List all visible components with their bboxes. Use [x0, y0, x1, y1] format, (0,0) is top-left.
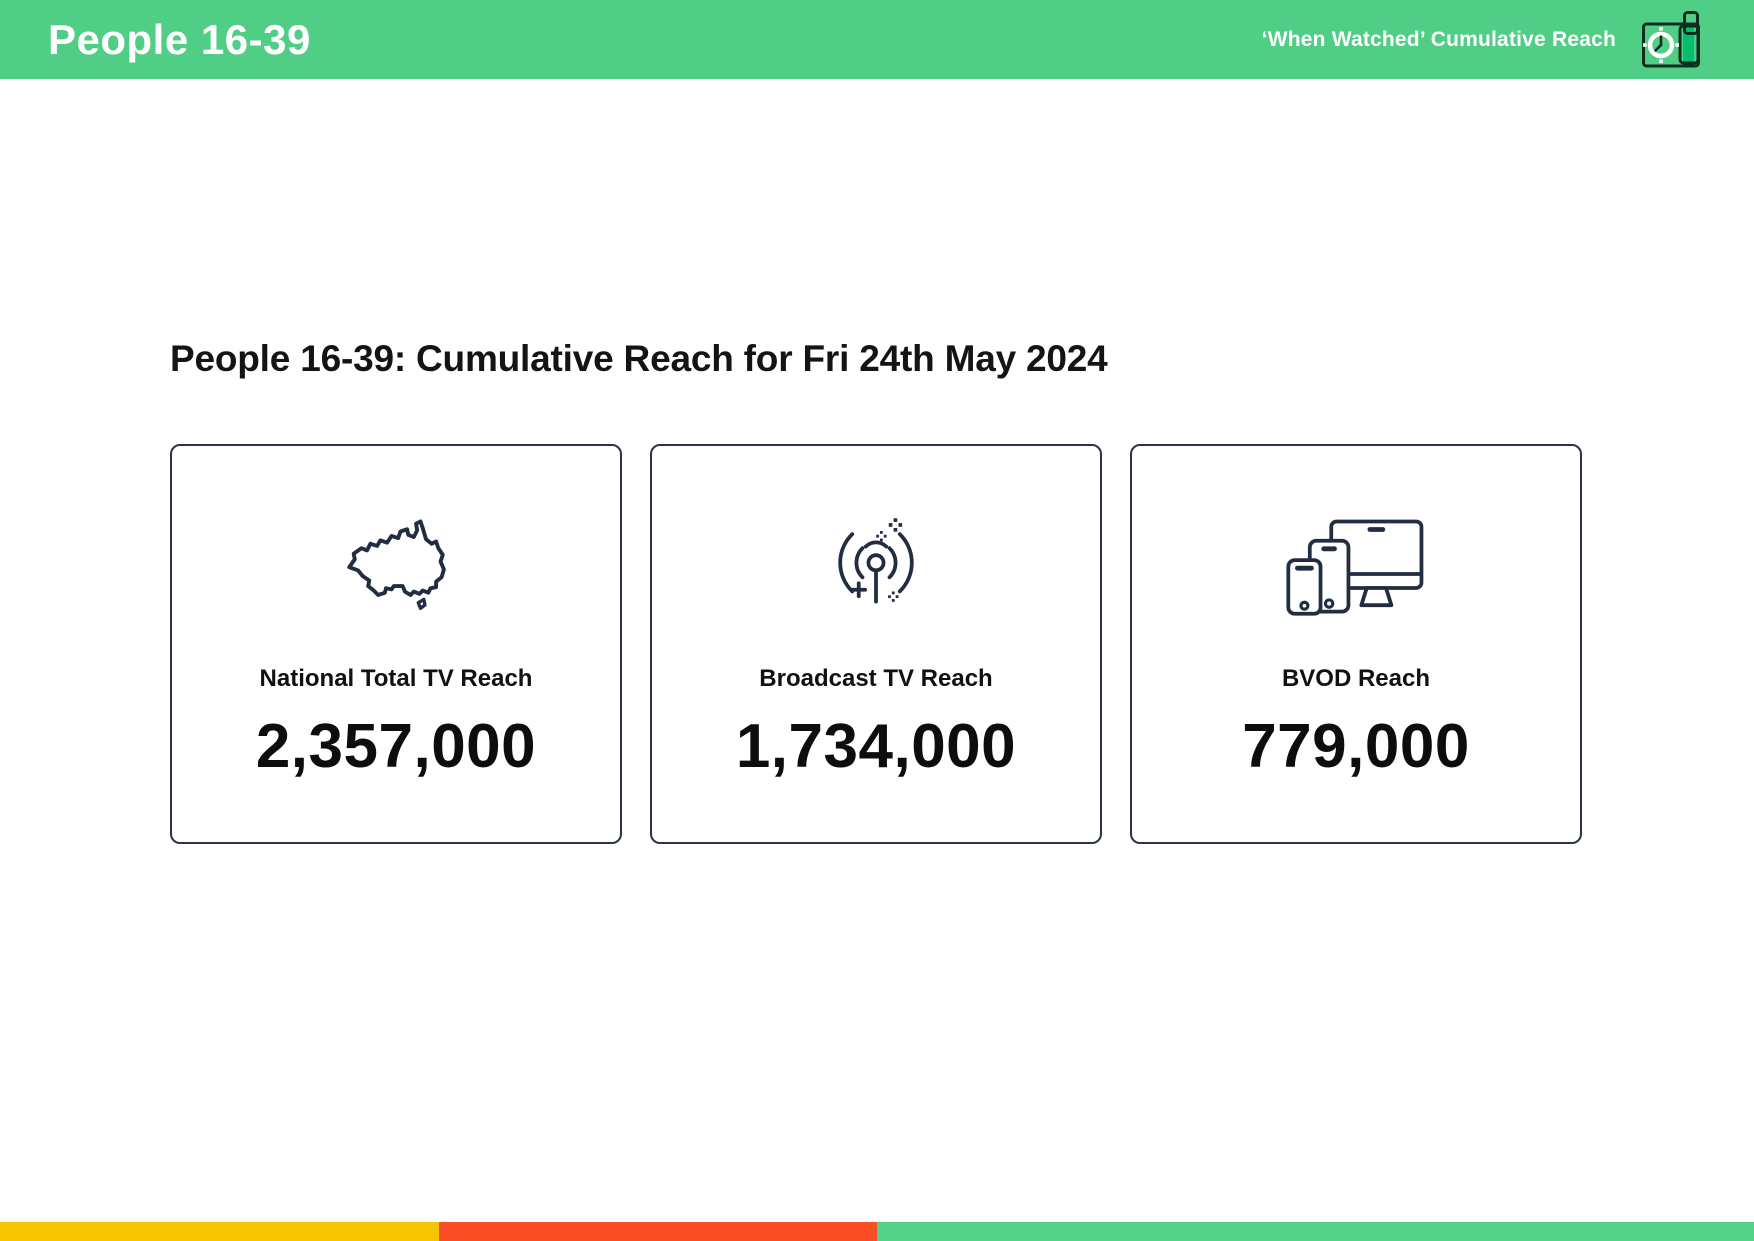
kpi-card-row: National Total TV Reach 2,357,000: [170, 444, 1582, 844]
header-right-group: ‘When Watched’ Cumulative Reach: [1261, 10, 1710, 69]
footer-bar-red-segment: [438, 1222, 877, 1241]
footer-color-bar: [0, 1222, 1754, 1241]
kpi-card-bvod-reach: BVOD Reach 779,000: [1130, 444, 1582, 844]
header-bar: People 16-39 ‘When Watched’ Cumulative R…: [0, 0, 1754, 79]
footer-bar-green-segment: [877, 1222, 1754, 1241]
kpi-card-broadcast-tv-reach: Broadcast TV Reach 1,734,000: [650, 444, 1102, 844]
devices-icon: [1284, 507, 1429, 625]
page-title: People 16-39: [48, 15, 311, 63]
kpi-label: BVOD Reach: [1281, 664, 1431, 692]
kpi-label: Broadcast TV Reach: [759, 664, 993, 692]
clock-tv-phone-logo-icon: [1642, 10, 1700, 67]
kpi-value: 2,357,000: [255, 711, 537, 781]
broadcast-antenna-icon: [822, 507, 930, 625]
australia-map-icon: [340, 507, 452, 625]
header-subtitle: ‘When Watched’ Cumulative Reach: [1261, 27, 1616, 51]
kpi-value: 1,734,000: [735, 711, 1017, 781]
footer-bar-yellow-segment: [0, 1222, 439, 1241]
kpi-card-national-total-tv-reach: National Total TV Reach 2,357,000: [170, 444, 622, 844]
section-heading: People 16-39: Cumulative Reach for Fri 2…: [170, 338, 1108, 379]
kpi-label: National Total TV Reach: [259, 664, 533, 692]
kpi-value: 779,000: [1242, 711, 1470, 781]
